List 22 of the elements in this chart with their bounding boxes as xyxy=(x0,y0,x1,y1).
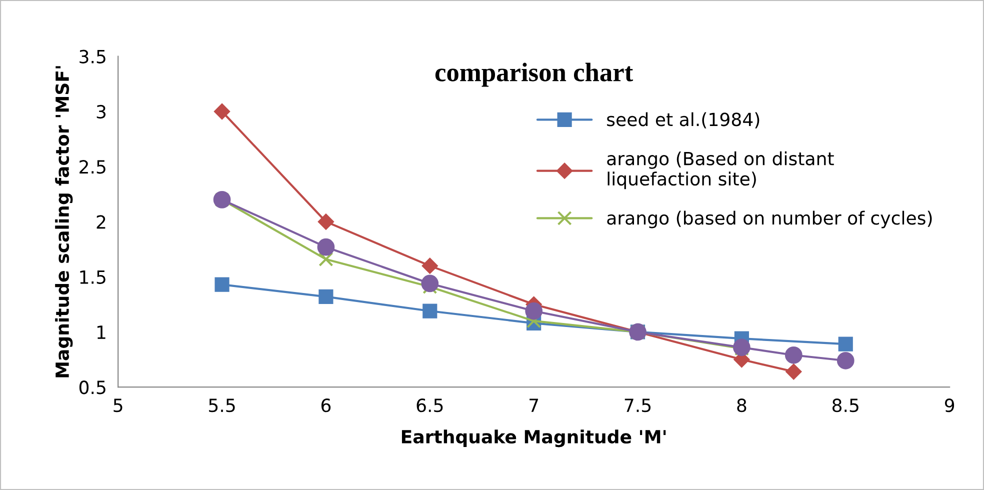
x-tick-label: 5.5 xyxy=(209,398,235,412)
y-tick-label: 1 xyxy=(97,326,106,339)
y-tick-label: 2 xyxy=(96,215,106,229)
x-tick-label: 8 xyxy=(737,398,746,412)
x-axis-title: Earthquake Magnitude 'M' xyxy=(402,430,666,448)
y-tick-label: 3.5 xyxy=(80,50,106,64)
x-tick-label: 6 xyxy=(321,398,331,412)
x-tick-label: 5 xyxy=(114,398,122,412)
x-tick-label: 7 xyxy=(530,398,538,412)
x-tick-label: 9 xyxy=(944,398,954,412)
y-tick-label: 2.5 xyxy=(80,160,106,174)
x-tick-label: 6.5 xyxy=(416,398,443,412)
y-tick-label: 0.5 xyxy=(79,380,106,394)
x-tick-label: 8.5 xyxy=(832,398,858,412)
legend-label: seed et al.(1984) xyxy=(607,112,760,128)
chart-title: comparison chart xyxy=(435,62,634,87)
y-tick-label: 3 xyxy=(96,104,106,119)
y-axis-title: Magnitude scaling factor 'MSF' xyxy=(55,66,73,378)
legend-label: arango (based on number of cycles) xyxy=(607,210,932,228)
y-tick-label: 1.5 xyxy=(80,270,106,284)
x-tick-label: 7.5 xyxy=(624,398,651,412)
legend-label: arango (Based on distant liquefaction site) xyxy=(607,151,834,190)
